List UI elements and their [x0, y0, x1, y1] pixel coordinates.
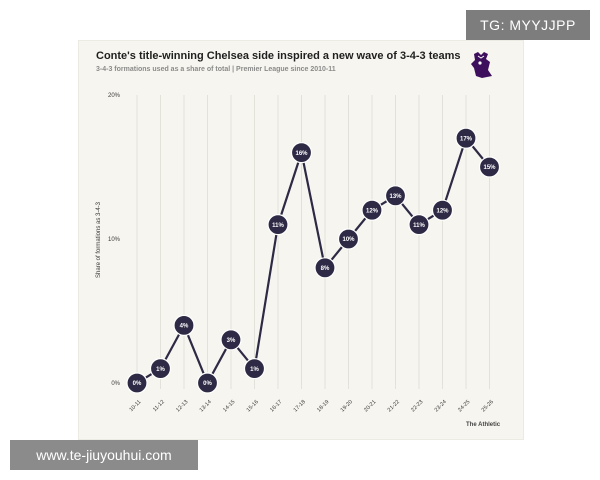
- x-tick-label: 22-23: [410, 399, 424, 413]
- data-label: 15%: [483, 165, 496, 171]
- data-label: 1%: [250, 367, 259, 373]
- data-label: 0%: [133, 381, 142, 387]
- x-tick-label: 25-26: [481, 399, 495, 413]
- data-point-marker: [478, 156, 501, 178]
- x-tick-label: 17-18: [293, 399, 307, 413]
- data-point-marker: [243, 358, 266, 380]
- x-tick-label: 19-20: [340, 399, 354, 413]
- x-tick-label: 24-25: [457, 399, 471, 413]
- x-tick-label: 14-15: [222, 399, 236, 413]
- x-tick-label: 23-24: [434, 399, 448, 413]
- y-tick-label: 20%: [108, 93, 121, 99]
- data-label: 13%: [389, 194, 402, 200]
- data-point-marker: [290, 142, 313, 164]
- data-label: 1%: [156, 367, 165, 373]
- data-label: 17%: [460, 136, 473, 142]
- data-point-marker: [431, 199, 454, 221]
- chart-subtitle: 3-4-3 formations used as a share of tota…: [96, 66, 336, 73]
- series-line: [136, 137, 491, 385]
- data-point-marker: [267, 214, 289, 236]
- source-credit: The Athletic: [466, 422, 501, 428]
- data-label: 8%: [321, 266, 330, 272]
- data-point-marker: [408, 214, 430, 236]
- x-tick-label: 16-17: [269, 399, 283, 413]
- y-tick-label: 10%: [108, 237, 121, 243]
- x-tick-label: 20-21: [363, 399, 377, 413]
- watermark-top: TG: MYYJJPP: [466, 10, 590, 40]
- data-label: 12%: [366, 208, 379, 214]
- data-label: 11%: [413, 223, 425, 229]
- data-point-marker: [384, 185, 407, 207]
- data-point-marker: [149, 358, 172, 380]
- watermark-bottom: www.te-jiuyouhui.com: [10, 440, 198, 470]
- x-tick-label: 18-19: [316, 399, 330, 413]
- data-point-marker: [196, 372, 219, 394]
- x-tick-label: 10-11: [129, 399, 143, 413]
- data-point-marker: [173, 314, 195, 336]
- data-label: 11%: [272, 223, 284, 229]
- chart-title: Conte's title-winning Chelsea side inspi…: [96, 50, 461, 62]
- data-point-marker: [361, 199, 383, 221]
- x-tick-label: 21-22: [387, 399, 401, 413]
- data-point-marker: [126, 372, 148, 394]
- premier-league-lion-icon: [471, 52, 492, 78]
- data-label: 4%: [180, 324, 189, 330]
- data-point-marker: [337, 228, 360, 250]
- x-tick-label: 12-13: [175, 399, 189, 413]
- data-point-marker: [455, 127, 477, 149]
- data-label: 10%: [342, 237, 355, 243]
- data-label: 16%: [295, 151, 308, 157]
- data-point-marker: [220, 329, 242, 351]
- x-tick-label: 15-16: [246, 399, 260, 413]
- y-tick-label: 0%: [111, 381, 120, 387]
- data-label: 3%: [227, 338, 236, 344]
- x-tick-label: 13-14: [199, 399, 213, 413]
- data-label: 12%: [436, 208, 449, 214]
- data-label: 0%: [203, 381, 212, 387]
- data-point-marker: [314, 257, 336, 279]
- x-tick-label: 11-12: [152, 399, 166, 413]
